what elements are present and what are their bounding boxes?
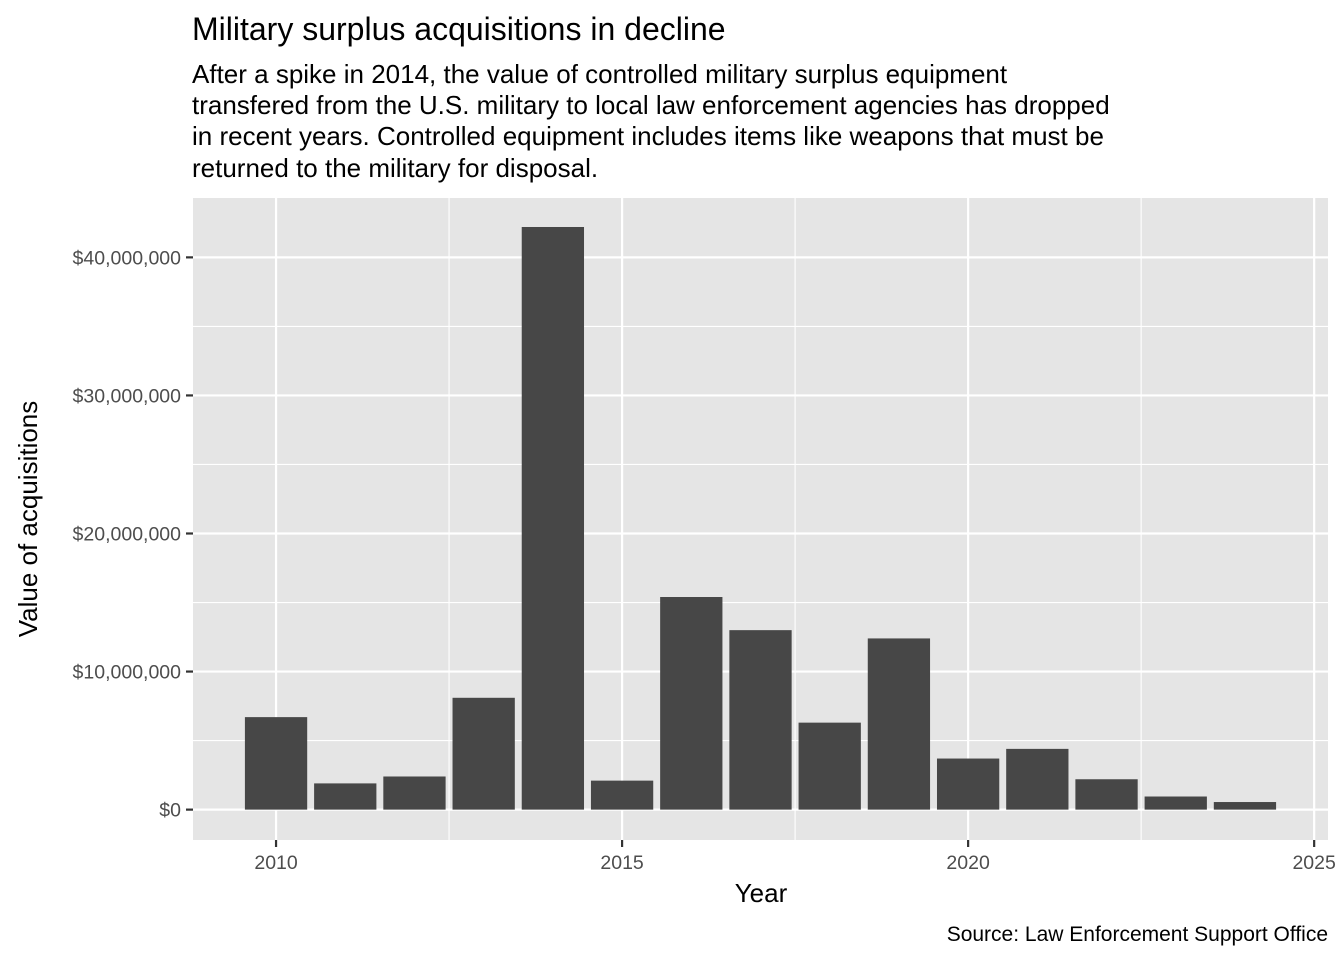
chart-subtitle-line-1: After a spike in 2014, the value of cont… <box>192 59 1008 89</box>
axis-ticks <box>186 256 1316 847</box>
bar-2019 <box>867 638 931 810</box>
y-tick-label: $10,000,000 <box>73 662 182 684</box>
bars <box>244 226 1277 810</box>
y-tick-label: $20,000,000 <box>73 523 182 545</box>
x-tick-label: 2025 <box>1292 852 1336 874</box>
grid-major <box>193 198 1328 840</box>
bar-2021 <box>1006 748 1069 810</box>
y-tick-labels: $0 $10,000,000 $20,000,000 $30,000,000 $40,0… <box>73 247 182 821</box>
x-tick-label: 2010 <box>254 852 298 874</box>
x-axis-title: Year <box>735 878 788 908</box>
y-tick-label: $30,000,000 <box>73 385 182 407</box>
bar-2022 <box>1075 779 1138 810</box>
bar-2012 <box>383 776 446 810</box>
y-tick-label: $0 <box>159 800 181 822</box>
bar-2018 <box>798 722 861 810</box>
bar-2017 <box>729 630 792 810</box>
chart-title: Military surplus acquisitions in decline <box>192 11 726 47</box>
bar-2024 <box>1213 802 1277 810</box>
bar-2011 <box>314 783 377 810</box>
chart-subtitle-line-4: returned to the military for disposal. <box>192 153 598 183</box>
bar-2014 <box>521 226 585 810</box>
x-tick-labels: 2010 2015 2020 2025 <box>254 852 1336 874</box>
bar-2015 <box>590 780 654 810</box>
x-tick-label: 2020 <box>946 852 990 874</box>
bar-2013 <box>452 697 515 810</box>
x-tick-label: 2015 <box>600 852 644 874</box>
y-tick-label: $40,000,000 <box>73 247 182 269</box>
bar-2016 <box>660 597 723 810</box>
chart-subtitle-line-2: transfered from the U.S. military to loc… <box>192 90 1110 120</box>
bar-2020 <box>936 758 1000 810</box>
bar-2023 <box>1144 796 1207 810</box>
y-axis-title: Value of acquisitions <box>13 401 43 638</box>
bar-2010 <box>244 717 308 810</box>
chart-caption: Source: Law Enforcement Support Office <box>947 923 1328 946</box>
chart-subtitle-line-3: in recent years. Controlled equipment in… <box>192 121 1104 151</box>
